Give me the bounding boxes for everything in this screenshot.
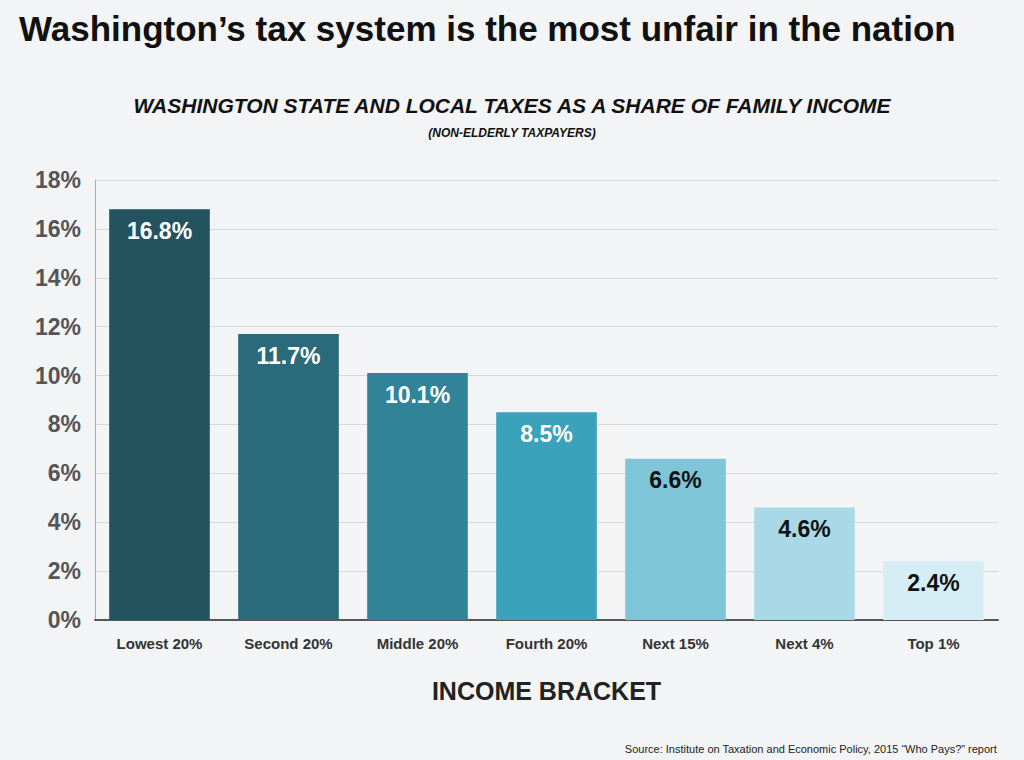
svg-text:Source: Institute on Taxation: Source: Institute on Taxation and Econom… bbox=[625, 743, 997, 755]
svg-text:0%: 0% bbox=[48, 607, 81, 633]
svg-text:16.8%: 16.8% bbox=[127, 218, 192, 244]
svg-text:4.6%: 4.6% bbox=[778, 516, 830, 542]
svg-text:INCOME BRACKET: INCOME BRACKET bbox=[432, 677, 661, 705]
svg-text:6.6%: 6.6% bbox=[649, 467, 701, 493]
svg-text:4%: 4% bbox=[48, 509, 81, 535]
svg-text:10%: 10% bbox=[35, 363, 81, 389]
svg-text:11.7%: 11.7% bbox=[257, 343, 321, 369]
svg-text:(NON-ELDERLY TAXPAYERS): (NON-ELDERLY TAXPAYERS) bbox=[428, 126, 596, 140]
svg-text:Top 1%: Top 1% bbox=[907, 635, 959, 652]
svg-text:WASHINGTON STATE AND LOCAL TAX: WASHINGTON STATE AND LOCAL TAXES AS A SH… bbox=[133, 94, 891, 117]
svg-text:Lowest 20%: Lowest 20% bbox=[117, 635, 203, 652]
svg-text:Second 20%: Second 20% bbox=[244, 635, 332, 652]
svg-text:2%: 2% bbox=[48, 558, 81, 584]
svg-text:10.1%: 10.1% bbox=[385, 382, 450, 408]
svg-text:Next 4%: Next 4% bbox=[775, 635, 833, 652]
svg-text:2.4%: 2.4% bbox=[907, 570, 959, 596]
svg-text:8.5%: 8.5% bbox=[520, 421, 572, 447]
svg-text:12%: 12% bbox=[35, 314, 81, 340]
svg-text:Middle 20%: Middle 20% bbox=[377, 635, 459, 652]
svg-text:6%: 6% bbox=[48, 460, 81, 486]
svg-text:14%: 14% bbox=[35, 265, 81, 291]
svg-text:Washington’s tax system is the: Washington’s tax system is the most unfa… bbox=[19, 9, 956, 48]
svg-text:18%: 18% bbox=[35, 167, 81, 193]
svg-text:Next 15%: Next 15% bbox=[642, 635, 709, 652]
svg-text:16%: 16% bbox=[35, 216, 81, 242]
svg-text:Fourth 20%: Fourth 20% bbox=[506, 635, 588, 652]
svg-text:8%: 8% bbox=[48, 411, 81, 437]
